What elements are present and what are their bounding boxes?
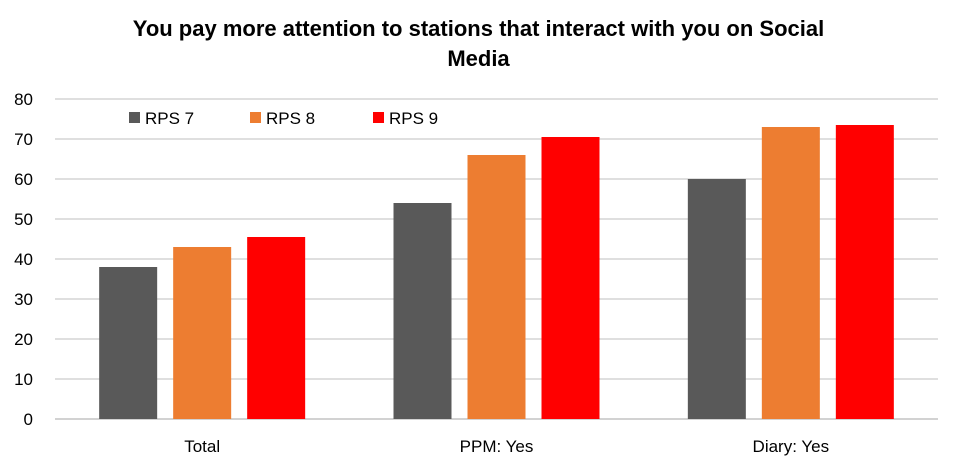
legend-swatch <box>373 112 384 123</box>
y-tick-label: 0 <box>24 410 33 429</box>
bar <box>687 179 746 419</box>
x-axis-labels: Total PPM: Yes Diary: Yes <box>184 437 829 456</box>
y-tick-label: 10 <box>14 370 33 389</box>
bars <box>99 125 894 419</box>
chart-title-line-2: Media <box>447 46 510 71</box>
bar <box>247 237 306 419</box>
legend-label: RPS 9 <box>389 109 438 128</box>
x-category-label: PPM: Yes <box>460 437 534 456</box>
y-axis-ticks: 0 10 20 30 40 50 60 70 80 <box>14 90 33 429</box>
bar <box>541 137 600 419</box>
y-tick-label: 80 <box>14 90 33 109</box>
y-tick-label: 70 <box>14 130 33 149</box>
y-tick-label: 30 <box>14 290 33 309</box>
chart-title-line-1: You pay more attention to stations that … <box>132 16 825 41</box>
bar <box>761 127 820 419</box>
x-category-label: Total <box>184 437 220 456</box>
chart-title: You pay more attention to stations that … <box>0 14 957 74</box>
bar <box>99 267 158 419</box>
bar <box>467 155 526 419</box>
bar <box>835 125 894 419</box>
y-tick-label: 60 <box>14 170 33 189</box>
legend: RPS 7 RPS 8 RPS 9 <box>129 109 438 128</box>
bar <box>393 203 452 419</box>
x-category-label: Diary: Yes <box>753 437 830 456</box>
y-tick-label: 20 <box>14 330 33 349</box>
legend-label: RPS 7 <box>145 109 194 128</box>
y-tick-label: 50 <box>14 210 33 229</box>
y-tick-label: 40 <box>14 250 33 269</box>
bar <box>173 247 232 419</box>
legend-swatch <box>129 112 140 123</box>
legend-swatch <box>250 112 261 123</box>
legend-label: RPS 8 <box>266 109 315 128</box>
